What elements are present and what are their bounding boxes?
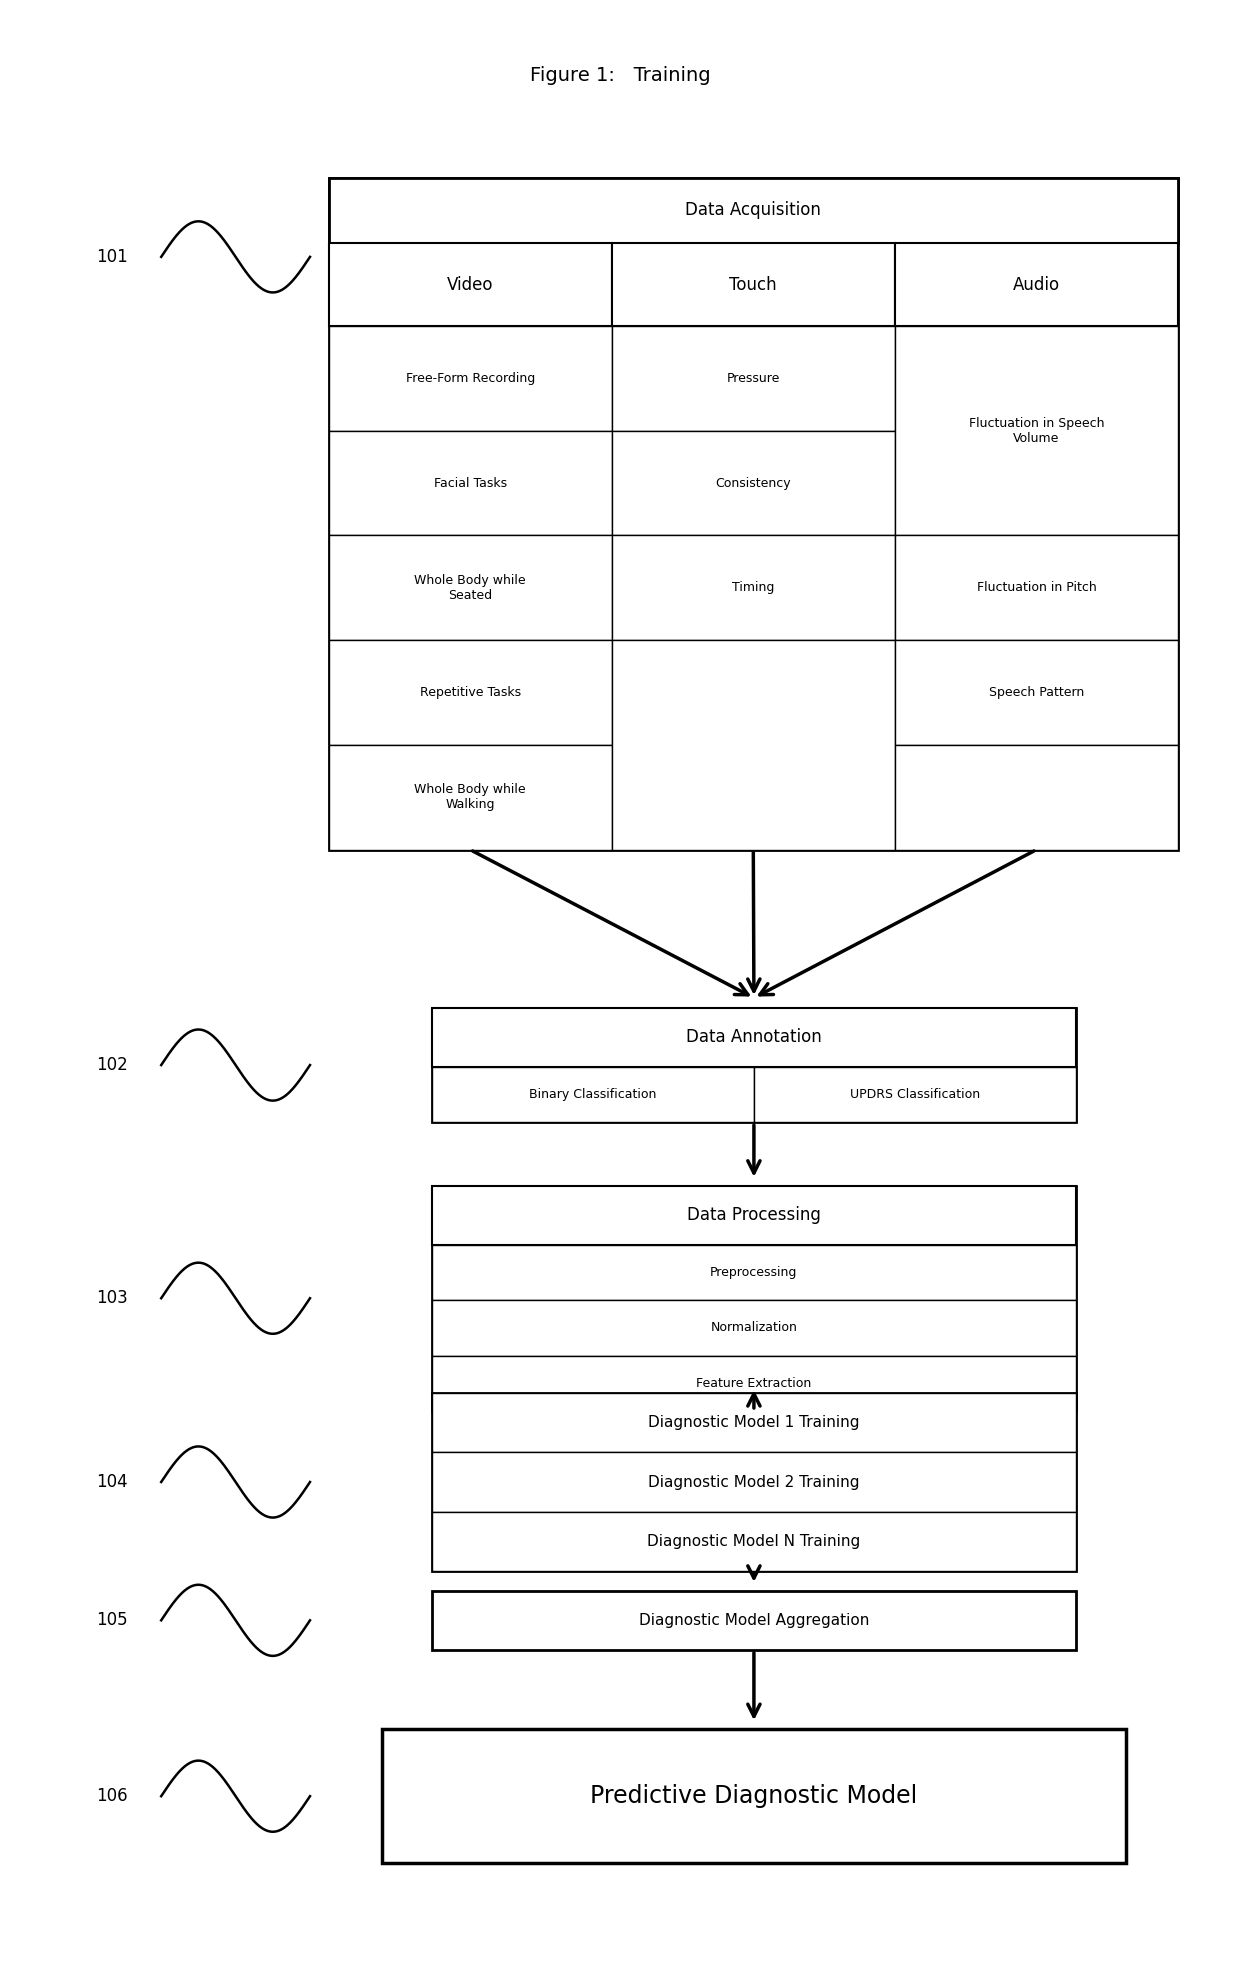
FancyBboxPatch shape [329, 178, 1178, 243]
Text: Whole Body while
Walking: Whole Body while Walking [414, 782, 526, 812]
FancyBboxPatch shape [895, 243, 1178, 326]
Text: Normalization: Normalization [711, 1322, 797, 1334]
Text: Fluctuation in Speech
Volume: Fluctuation in Speech Volume [968, 417, 1104, 445]
FancyBboxPatch shape [611, 431, 895, 535]
Text: Consistency: Consistency [715, 476, 791, 490]
Text: Predictive Diagnostic Model: Predictive Diagnostic Model [590, 1784, 918, 1808]
FancyBboxPatch shape [432, 1245, 1076, 1300]
Text: Video: Video [446, 275, 494, 294]
Text: UPDRS Classification: UPDRS Classification [851, 1089, 980, 1101]
Text: Data Annotation: Data Annotation [686, 1028, 822, 1047]
FancyBboxPatch shape [329, 640, 611, 745]
Text: Binary Classification: Binary Classification [529, 1089, 656, 1101]
Text: Timing: Timing [732, 581, 775, 595]
Text: Speech Pattern: Speech Pattern [988, 686, 1084, 700]
Text: Facial Tasks: Facial Tasks [434, 476, 507, 490]
FancyBboxPatch shape [754, 1067, 1076, 1122]
FancyBboxPatch shape [329, 243, 611, 326]
FancyBboxPatch shape [432, 1008, 1076, 1067]
Text: Repetitive Tasks: Repetitive Tasks [419, 686, 521, 700]
FancyBboxPatch shape [329, 326, 611, 431]
Text: Figure 1:   Training: Figure 1: Training [529, 65, 711, 85]
Text: 106: 106 [95, 1786, 128, 1806]
FancyBboxPatch shape [329, 535, 611, 640]
Text: Touch: Touch [729, 275, 777, 294]
Text: Preprocessing: Preprocessing [711, 1267, 797, 1278]
FancyBboxPatch shape [611, 535, 895, 640]
FancyBboxPatch shape [895, 745, 1178, 850]
Text: Audio: Audio [1013, 275, 1060, 294]
FancyBboxPatch shape [432, 1452, 1076, 1512]
FancyBboxPatch shape [432, 1186, 1076, 1245]
Text: 105: 105 [95, 1610, 128, 1630]
Text: Diagnostic Model N Training: Diagnostic Model N Training [647, 1533, 861, 1549]
FancyBboxPatch shape [382, 1729, 1126, 1863]
FancyBboxPatch shape [432, 1393, 1076, 1571]
Text: Free-Form Recording: Free-Form Recording [405, 371, 534, 385]
FancyBboxPatch shape [895, 640, 1178, 745]
FancyBboxPatch shape [432, 1393, 1076, 1452]
FancyBboxPatch shape [329, 431, 611, 535]
Text: Pressure: Pressure [727, 371, 780, 385]
Text: Fluctuation in Pitch: Fluctuation in Pitch [977, 581, 1096, 595]
FancyBboxPatch shape [895, 535, 1178, 640]
Text: Whole Body while
Seated: Whole Body while Seated [414, 573, 526, 603]
Text: 103: 103 [95, 1288, 128, 1308]
Text: Diagnostic Model Aggregation: Diagnostic Model Aggregation [639, 1612, 869, 1628]
FancyBboxPatch shape [611, 243, 895, 326]
Text: 101: 101 [95, 247, 128, 267]
FancyBboxPatch shape [432, 1186, 1076, 1411]
FancyBboxPatch shape [611, 326, 895, 431]
Text: 102: 102 [95, 1055, 128, 1075]
FancyBboxPatch shape [432, 1512, 1076, 1571]
Text: Data Processing: Data Processing [687, 1205, 821, 1225]
Text: Data Acquisition: Data Acquisition [686, 202, 821, 219]
Text: Diagnostic Model 2 Training: Diagnostic Model 2 Training [649, 1474, 859, 1490]
FancyBboxPatch shape [329, 745, 611, 850]
FancyBboxPatch shape [329, 178, 1178, 850]
Text: 104: 104 [95, 1472, 128, 1492]
FancyBboxPatch shape [432, 1591, 1076, 1650]
FancyBboxPatch shape [611, 640, 895, 850]
FancyBboxPatch shape [432, 1300, 1076, 1356]
FancyBboxPatch shape [432, 1067, 754, 1122]
FancyBboxPatch shape [432, 1356, 1076, 1411]
Text: Diagnostic Model 1 Training: Diagnostic Model 1 Training [649, 1415, 859, 1431]
Text: Feature Extraction: Feature Extraction [697, 1377, 811, 1389]
FancyBboxPatch shape [432, 1008, 1076, 1122]
FancyBboxPatch shape [895, 326, 1178, 535]
